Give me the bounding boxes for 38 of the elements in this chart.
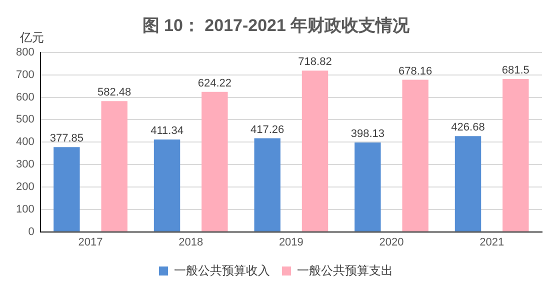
bar — [254, 138, 280, 232]
bar — [502, 78, 529, 232]
data-label: 426.68 — [451, 122, 485, 134]
data-label: 417.26 — [250, 124, 284, 136]
data-label: 411.34 — [150, 125, 184, 138]
y-tick-label: 100 — [16, 203, 34, 216]
bar — [354, 142, 381, 232]
data-label: 582.48 — [98, 86, 132, 99]
data-label: 718.82 — [298, 56, 332, 68]
x-tick-label: 2018 — [178, 236, 204, 248]
y-tick-label: 500 — [16, 114, 34, 126]
x-tick-label: 2021 — [480, 236, 504, 248]
x-tick-label: 2019 — [278, 236, 304, 248]
bar — [302, 70, 328, 232]
bar — [54, 147, 80, 232]
x-tick-label: 2020 — [379, 236, 404, 248]
data-label: 377.85 — [50, 132, 84, 145]
legend-label: 一般公共预算收入 — [174, 263, 270, 278]
y-tick-label: 700 — [16, 68, 34, 81]
x-tick-label: 2017 — [78, 236, 103, 248]
y-tick-label: 0 — [28, 226, 34, 238]
bar — [202, 92, 228, 232]
y-axis-title: 亿元 — [19, 30, 44, 45]
bar — [454, 136, 482, 232]
y-tick-label: 800 — [16, 46, 34, 58]
data-label: 624.22 — [198, 77, 232, 90]
bar — [402, 80, 428, 232]
data-label: 681.5 — [502, 64, 530, 77]
data-label: 678.16 — [398, 65, 432, 78]
y-tick-label: 600 — [16, 91, 34, 104]
legend-label: 一般公共预算支出 — [297, 263, 393, 278]
y-tick-label: 400 — [16, 136, 34, 148]
y-tick-label: 200 — [16, 180, 34, 193]
data-label: 398.13 — [350, 128, 385, 140]
bar — [101, 101, 128, 232]
chart-title: 图 10： 2017-2021 年财政收支情况 — [142, 16, 411, 35]
bar — [154, 140, 180, 232]
y-tick-label: 300 — [16, 158, 34, 171]
